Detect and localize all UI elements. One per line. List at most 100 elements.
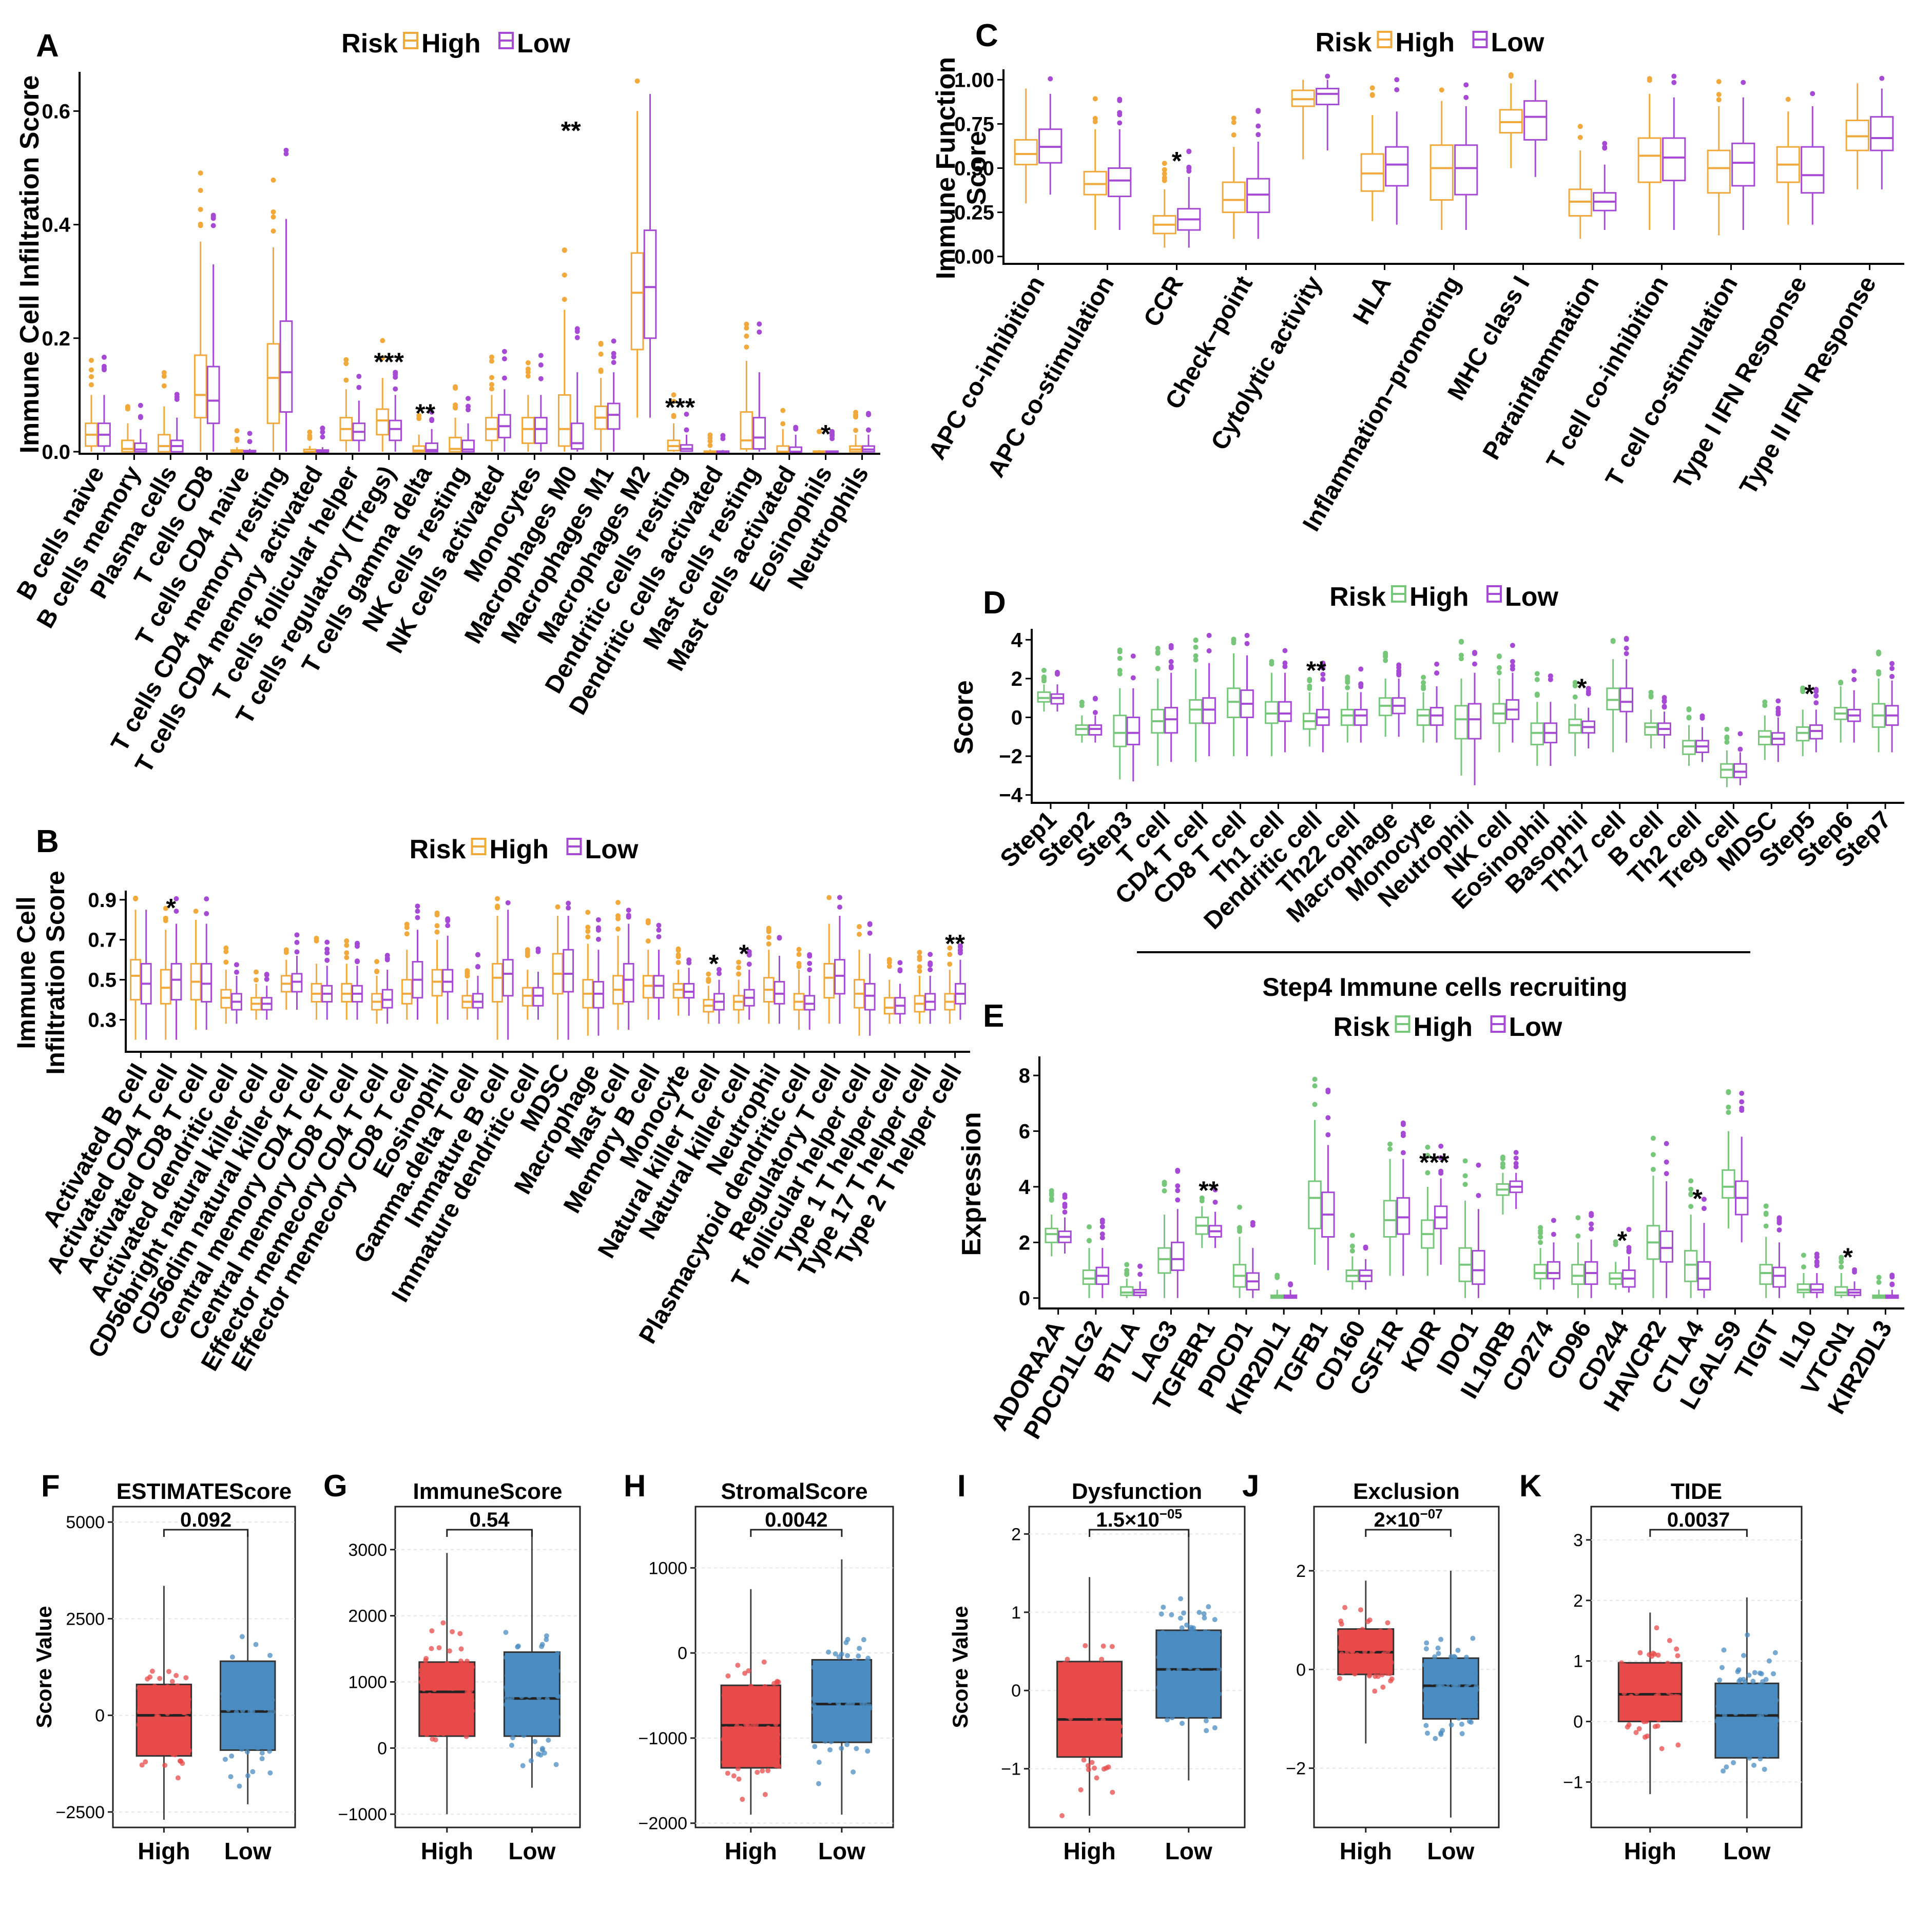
box-high (1082, 1224, 1096, 1298)
jitter-point (507, 1706, 513, 1711)
jitter-point (447, 1648, 452, 1654)
jitter-point (1458, 1687, 1464, 1693)
box (279, 320, 293, 413)
jitter-point (721, 1759, 726, 1765)
x-tick-label: High (1340, 1838, 1392, 1864)
box-low (1171, 1167, 1185, 1298)
jitter-point (1063, 1707, 1069, 1712)
jitter-point (1754, 1730, 1760, 1736)
jitter-point (418, 1672, 424, 1678)
jitter-point (247, 1733, 253, 1739)
outlier (1589, 1221, 1594, 1227)
outlier (917, 968, 922, 974)
jitter-point (813, 1719, 818, 1724)
jitter-point (1718, 1688, 1724, 1694)
jitter-point (1459, 1731, 1465, 1737)
box-low (170, 392, 184, 453)
jitter-point (267, 1770, 273, 1776)
jitter-point (1442, 1702, 1448, 1708)
outlier (1117, 110, 1123, 115)
jitter-point (469, 1713, 474, 1719)
jitter-point (815, 1691, 821, 1697)
outlier (1624, 645, 1629, 651)
box-high (1571, 1215, 1585, 1298)
jitter-point (1465, 1702, 1471, 1707)
outlier (1716, 97, 1722, 103)
outlier (204, 896, 209, 902)
outlier (595, 917, 601, 922)
outlier (1726, 1089, 1731, 1094)
outlier (744, 325, 749, 331)
outlier (656, 922, 662, 928)
panel-title: Dysfunction (1072, 1479, 1202, 1504)
jitter-point (761, 1659, 767, 1665)
outlier (101, 367, 107, 373)
outlier (1282, 648, 1288, 653)
jitter-point (811, 1703, 817, 1708)
outlier (1400, 1130, 1406, 1136)
outlier (1250, 1220, 1255, 1225)
jitter-point (1380, 1684, 1386, 1690)
y-tick-label: 0.6 (42, 100, 70, 123)
outlier (1175, 1197, 1181, 1203)
jitter-point (1196, 1710, 1202, 1716)
group-high: High (418, 1553, 476, 1864)
jitter-point (1652, 1674, 1657, 1680)
jitter-point (1761, 1692, 1766, 1698)
jitter-point (1742, 1679, 1748, 1685)
jitter-point (1448, 1722, 1454, 1728)
y-tick-label: 0 (1019, 1287, 1030, 1310)
box-high (1684, 1178, 1698, 1298)
y-tick-label: 2 (1019, 1231, 1030, 1254)
jitter-point (1473, 1700, 1478, 1705)
box (1108, 167, 1132, 198)
outlier (1244, 641, 1250, 646)
outlier (1421, 684, 1426, 689)
outlier (1688, 1186, 1694, 1192)
jitter-point (1194, 1641, 1200, 1647)
outlier (1394, 77, 1400, 83)
jitter-point (1352, 1671, 1358, 1677)
outlier (1092, 119, 1098, 124)
outlier (1688, 1204, 1694, 1209)
outlier (1889, 1281, 1895, 1287)
jitter-point (238, 1689, 244, 1694)
outlier (1162, 161, 1167, 166)
box-high (521, 947, 533, 1020)
outlier (501, 375, 507, 381)
jitter-point (1443, 1688, 1449, 1694)
box-low (716, 433, 730, 453)
jitter-point (1159, 1688, 1165, 1694)
box-low (1584, 1211, 1598, 1298)
outlier (917, 956, 922, 962)
jitter-point (735, 1766, 741, 1771)
outlier (354, 958, 360, 964)
box-high (266, 177, 280, 452)
outlier (1383, 658, 1388, 663)
jitter-point (760, 1705, 766, 1711)
jitter-point (721, 1736, 727, 1741)
jitter-point (521, 1712, 527, 1718)
box-high (1609, 1239, 1622, 1290)
jitter-point (857, 1646, 862, 1651)
box-high (1378, 650, 1393, 737)
jitter-point (723, 1706, 729, 1712)
jitter-point (268, 1699, 274, 1704)
outlier (1438, 1143, 1444, 1149)
jitter-point (1729, 1751, 1734, 1757)
jitter-point (863, 1680, 869, 1686)
outlier (1648, 694, 1654, 700)
outlier (434, 910, 440, 916)
outlier (415, 909, 420, 914)
outlier (829, 436, 835, 441)
jitter-point (446, 1705, 451, 1710)
jitter-point (1631, 1704, 1637, 1709)
jitter-point (253, 1642, 259, 1647)
jitter-point (1717, 1742, 1723, 1747)
box (1870, 116, 1894, 151)
outlier (1117, 97, 1123, 102)
jitter-point (1424, 1730, 1430, 1736)
box-low (752, 321, 766, 452)
